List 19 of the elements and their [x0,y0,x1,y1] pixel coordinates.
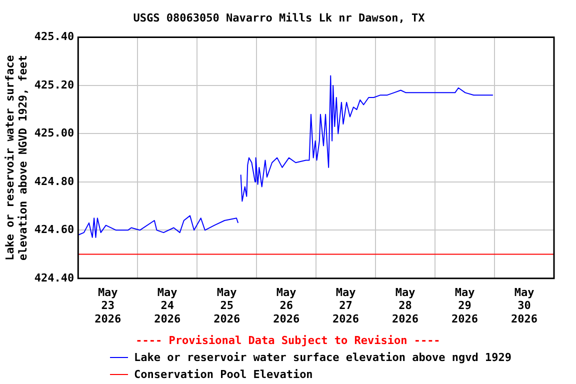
y-tick-label: 424.80 [34,174,74,188]
x-tick-label: May 23 2026 [94,286,122,326]
text: ---- Provisional Data Subject to Revision ---- [134,334,442,347]
y-tick-label: 425.20 [34,78,74,92]
legend-label: Conservation Pool Elevation [134,368,313,381]
x-tick-label: May 27 2026 [332,286,360,326]
x-tick-label: May 25 2026 [214,286,240,326]
legend-label: Lake or reservoir water surface elevation above ngvd 1929 [134,351,512,364]
x-tick-label: May 24 2026 [154,286,181,326]
y-tick-label: 425.40 [34,30,74,44]
chart-title: USGS 08063050 Navarro Mills Lk nr Dawson, TX [133,11,426,24]
y-tick-label: 424.40 [34,271,74,284]
x-tick-label: May 28 2026 [392,286,419,326]
x-tick-label: May 26 2026 [273,286,300,326]
x-tick-label: May 29 2026 [452,286,478,326]
y-axis-title: Lake or reservoir water surface elevation above NGVD 1929, feet [3,54,30,260]
y-tick-label: 424.60 [34,223,74,236]
x-tick-label: May 30 2026 [511,286,538,326]
y-tick-label: 425.00 [34,126,74,140]
